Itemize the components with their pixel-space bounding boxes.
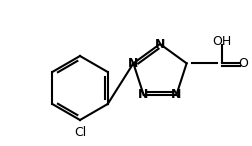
Text: N: N bbox=[128, 57, 139, 70]
Text: N: N bbox=[138, 88, 149, 101]
Text: O: O bbox=[239, 57, 248, 70]
Text: N: N bbox=[171, 88, 182, 101]
Text: N: N bbox=[155, 38, 165, 51]
Text: OH: OH bbox=[212, 35, 231, 48]
Text: Cl: Cl bbox=[74, 126, 86, 139]
